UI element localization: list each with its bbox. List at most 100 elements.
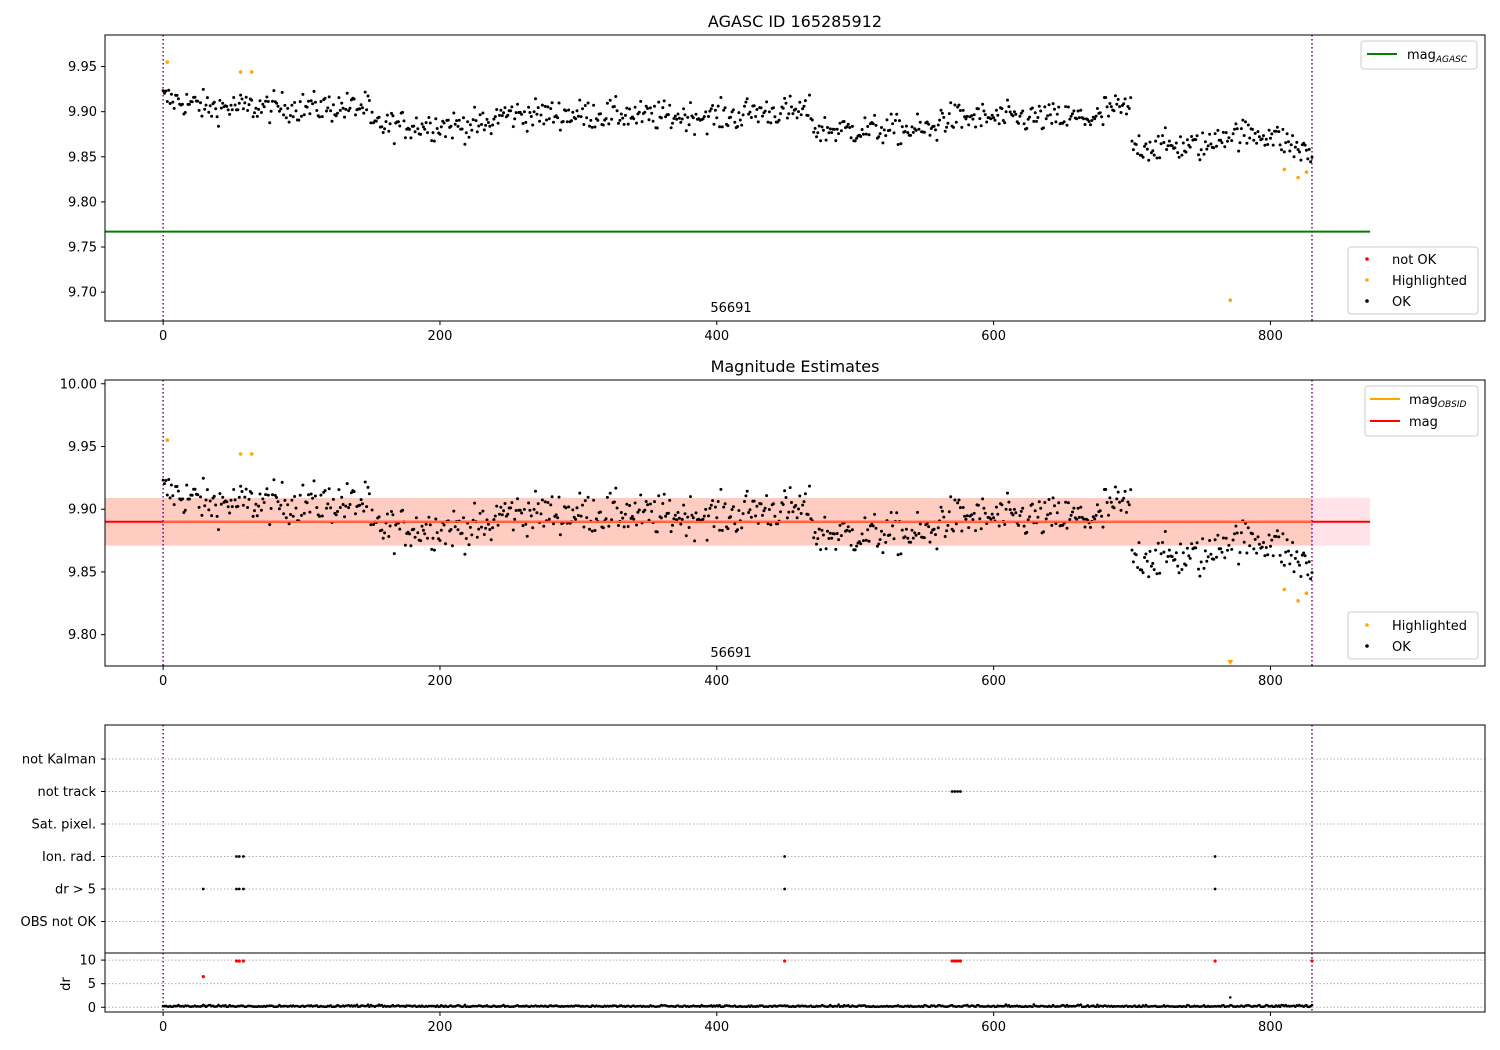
ok-point xyxy=(1089,123,1092,127)
ok-point xyxy=(648,502,652,506)
ok-point xyxy=(558,533,562,537)
ok-point xyxy=(1166,555,1170,558)
x-tick-label: 0 xyxy=(159,674,167,689)
ok-point xyxy=(982,506,986,510)
ok-point xyxy=(388,524,392,528)
ok-point xyxy=(740,526,744,530)
x-tick-label: 800 xyxy=(1258,1020,1283,1035)
dr-ok-point xyxy=(1031,1005,1034,1008)
ok-point xyxy=(1000,503,1004,507)
ok-point xyxy=(1284,550,1288,554)
flag-category-label: Ion. rad. xyxy=(42,850,96,865)
ok-point xyxy=(236,504,240,508)
ok-point xyxy=(1257,135,1261,139)
ok-point xyxy=(1289,553,1293,557)
ok-point xyxy=(1100,514,1104,518)
ok-point xyxy=(719,487,723,491)
ok-point xyxy=(1043,501,1047,504)
ok-point xyxy=(1162,141,1166,144)
ok-point xyxy=(239,93,243,97)
ok-point xyxy=(217,528,220,532)
ok-point xyxy=(1179,135,1182,139)
ok-point xyxy=(889,112,893,116)
ok-point xyxy=(408,532,411,536)
ok-point xyxy=(449,528,453,531)
ok-point xyxy=(899,552,903,556)
highlighted-point xyxy=(165,438,170,443)
ok-point xyxy=(675,117,679,121)
ok-point xyxy=(798,494,802,498)
ok-point xyxy=(413,535,417,539)
ok-point xyxy=(1156,541,1160,545)
ok-point xyxy=(169,92,173,96)
ok-point xyxy=(949,101,953,105)
ok-point xyxy=(430,547,434,551)
ok-point xyxy=(1082,517,1086,521)
ok-point xyxy=(821,128,825,132)
ok-point xyxy=(340,495,344,499)
ok-point xyxy=(556,116,560,120)
x-tick-label: 200 xyxy=(428,674,453,689)
ok-point xyxy=(1055,511,1059,515)
ok-point xyxy=(1185,546,1189,550)
ok-point xyxy=(1165,148,1169,151)
ok-point xyxy=(914,128,918,132)
ok-point xyxy=(1079,108,1083,112)
ok-point xyxy=(679,120,683,124)
ok-point xyxy=(623,113,627,117)
ok-point xyxy=(471,118,475,122)
ok-point xyxy=(1165,560,1169,564)
ok-point xyxy=(283,498,287,502)
highlighted-point xyxy=(1296,175,1300,180)
ok-point xyxy=(643,508,647,512)
ok-point xyxy=(588,124,591,128)
ok-point xyxy=(790,105,793,109)
ok-point xyxy=(712,122,716,126)
ok-point xyxy=(661,106,665,110)
ok-point xyxy=(855,544,859,548)
ok-point xyxy=(478,511,482,515)
ok-point xyxy=(488,528,492,531)
ok-point xyxy=(453,122,457,126)
ok-point xyxy=(823,515,827,519)
ok-point xyxy=(871,524,875,528)
ok-point xyxy=(716,500,720,503)
ok-point xyxy=(1003,121,1007,125)
x-tick-label: 0 xyxy=(159,1020,167,1035)
ok-point xyxy=(204,103,208,107)
ok-point xyxy=(534,97,537,101)
ok-point xyxy=(506,113,510,117)
ok-point xyxy=(1242,540,1246,544)
ok-point xyxy=(163,91,166,95)
ok-point xyxy=(1238,141,1242,145)
ok-point xyxy=(462,116,465,120)
ok-point xyxy=(1079,505,1083,509)
ok-point xyxy=(1028,515,1032,519)
ok-point xyxy=(255,114,259,118)
ok-point xyxy=(910,528,914,532)
ok-point xyxy=(1108,102,1112,105)
ok-point xyxy=(835,532,839,535)
ok-point xyxy=(657,100,661,104)
ok-point xyxy=(1075,117,1079,121)
ok-point xyxy=(1037,104,1041,108)
ok-point xyxy=(701,517,705,521)
ok-point xyxy=(240,490,244,493)
ok-point xyxy=(233,498,237,502)
ok-point xyxy=(171,100,175,104)
ok-point xyxy=(581,503,584,507)
legend-label: OK xyxy=(1392,640,1411,655)
ok-point xyxy=(607,524,611,528)
ok-point xyxy=(837,538,841,542)
ok-point xyxy=(1113,485,1117,489)
ok-point xyxy=(1285,132,1289,136)
ok-point xyxy=(601,526,605,530)
ok-point xyxy=(361,502,364,506)
highlighted-point xyxy=(1282,587,1287,592)
ok-point xyxy=(250,491,254,495)
ok-point xyxy=(470,533,474,537)
ok-point xyxy=(618,118,622,122)
ok-point xyxy=(904,527,908,531)
dr-notok-point xyxy=(783,959,787,963)
ok-point xyxy=(726,527,730,531)
